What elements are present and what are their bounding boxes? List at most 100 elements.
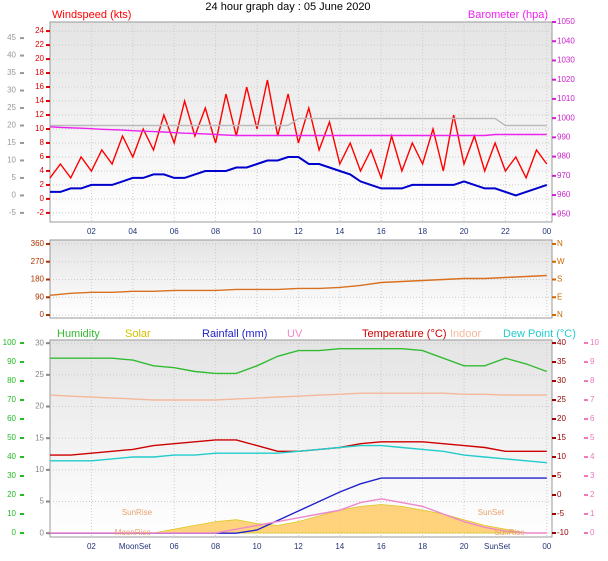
y2-tick-label: S: [557, 275, 562, 284]
line: [50, 117, 547, 127]
y2-tick-label: -5: [557, 509, 565, 518]
y-tick-label: 14: [35, 96, 44, 105]
line: [50, 348, 548, 375]
x-tick-label: 08: [211, 542, 220, 551]
y3-tick-label: 40: [7, 452, 16, 461]
y-tick-label: 0: [40, 528, 45, 537]
legend-label: Barometer (hpa): [468, 9, 548, 21]
y4-tick-label: 9: [590, 357, 595, 366]
x-tick-label: 12: [294, 542, 303, 551]
y2-tick-label: -10: [557, 528, 569, 537]
y2-tick-label: N: [557, 239, 563, 248]
y2-tick-label: 15: [557, 433, 566, 442]
y3-tick-label: 40: [7, 51, 16, 60]
y-tick-label: 24: [35, 26, 44, 35]
y-tick-label: 25: [35, 370, 44, 379]
x-tick-label: 10: [253, 227, 262, 236]
y3-tick-label: 30: [7, 86, 16, 95]
y-tick-label: 90: [35, 292, 44, 301]
line: [50, 498, 547, 534]
y4-tick-label: 7: [590, 395, 595, 404]
line: [50, 444, 547, 464]
y2-tick-label: 20: [557, 414, 566, 423]
x-tick-label: 04: [128, 227, 137, 236]
y2-tick-label: 30: [557, 376, 566, 385]
y-tick-label: 15: [35, 433, 44, 442]
legend-label: Dew Point (°C): [503, 328, 576, 340]
axis-event: SunSet: [484, 542, 511, 551]
legend-label: Windspeed (kts): [52, 9, 131, 21]
y-tick-label: -2: [37, 208, 45, 217]
y2-tick-label: 35: [557, 357, 566, 366]
y3-tick-label: 10: [7, 156, 16, 165]
y-tick-label: 20: [35, 402, 44, 411]
y-tick-label: 2: [40, 180, 45, 189]
y-tick-label: 4: [40, 166, 45, 175]
y2-tick-label: W: [557, 257, 565, 266]
y-tick-label: 22: [35, 40, 44, 49]
y2-tick-label: 1030: [557, 56, 575, 65]
y2-tick-label: 1040: [557, 36, 575, 45]
y3-tick-label: 0: [12, 528, 17, 537]
y2-tick-label: 1020: [557, 75, 575, 84]
line: [49, 392, 547, 401]
x-tick-label: 00: [542, 227, 551, 236]
y2-tick-label: N: [557, 310, 563, 319]
y-tick-label: 0: [40, 194, 45, 203]
y2-tick-label: 980: [557, 152, 571, 161]
y2-tick-label: 950: [557, 209, 571, 218]
y-tick-label: 10: [35, 465, 44, 474]
y3-tick-label: 20: [7, 121, 16, 130]
y-tick-label: 30: [35, 338, 44, 347]
y4-tick-label: 10: [590, 338, 599, 347]
y2-tick-label: 1050: [557, 17, 575, 26]
plot-background: [49, 21, 553, 223]
annotation: MoonRise: [115, 528, 152, 537]
annotation: SunRise: [494, 528, 525, 537]
x-tick-label: 00: [542, 542, 551, 551]
y3-tick-label: 60: [7, 414, 16, 423]
y3-tick-label: 20: [7, 490, 16, 499]
y3-tick-label: 5: [12, 173, 17, 182]
x-tick-label: 18: [418, 227, 427, 236]
x-tick-label: 06: [170, 227, 179, 236]
y3-tick-label: 100: [3, 338, 17, 347]
y3-tick-label: 90: [7, 357, 16, 366]
y3-tick-label: 25: [7, 103, 16, 112]
y4-tick-label: 2: [590, 490, 595, 499]
y2-tick-label: 40: [557, 338, 566, 347]
legend-label: UV: [287, 328, 303, 340]
x-tick-label: 10: [253, 542, 262, 551]
x-tick-label: 16: [377, 227, 386, 236]
y3-tick-label: 35: [7, 68, 16, 77]
x-tick-label: 16: [377, 542, 386, 551]
page-title: 24 hour graph day : 05 June 2020: [205, 1, 370, 13]
y3-tick-label: 50: [7, 433, 16, 442]
y3-tick-label: 70: [7, 395, 16, 404]
y2-tick-label: 970: [557, 171, 571, 180]
legend-label: Solar: [125, 328, 151, 340]
x-tick-label: 12: [294, 227, 303, 236]
y3-tick-label: 45: [7, 33, 16, 42]
legend-label: Temperature (°C): [362, 328, 446, 340]
y4-tick-label: 4: [590, 452, 595, 461]
line: [49, 274, 547, 296]
x-tick-label: 02: [87, 542, 96, 551]
y-tick-label: 8: [40, 138, 45, 147]
line: [49, 79, 548, 181]
x-tick-label: 18: [418, 542, 427, 551]
x-tick-label: 06: [170, 542, 179, 551]
y2-tick-label: 0: [557, 490, 562, 499]
y-tick-label: 12: [35, 110, 44, 119]
y-tick-label: 360: [31, 239, 45, 248]
y-tick-label: 18: [35, 68, 44, 77]
y2-tick-label: 990: [557, 132, 571, 141]
y-tick-label: 180: [31, 275, 45, 284]
y2-tick-label: 1000: [557, 113, 575, 122]
y2-tick-label: 960: [557, 190, 571, 199]
x-tick-label: 20: [460, 227, 469, 236]
y2-tick-label: 1010: [557, 94, 575, 103]
y2-tick-label: 5: [557, 471, 562, 480]
y3-tick-label: 10: [7, 509, 16, 518]
